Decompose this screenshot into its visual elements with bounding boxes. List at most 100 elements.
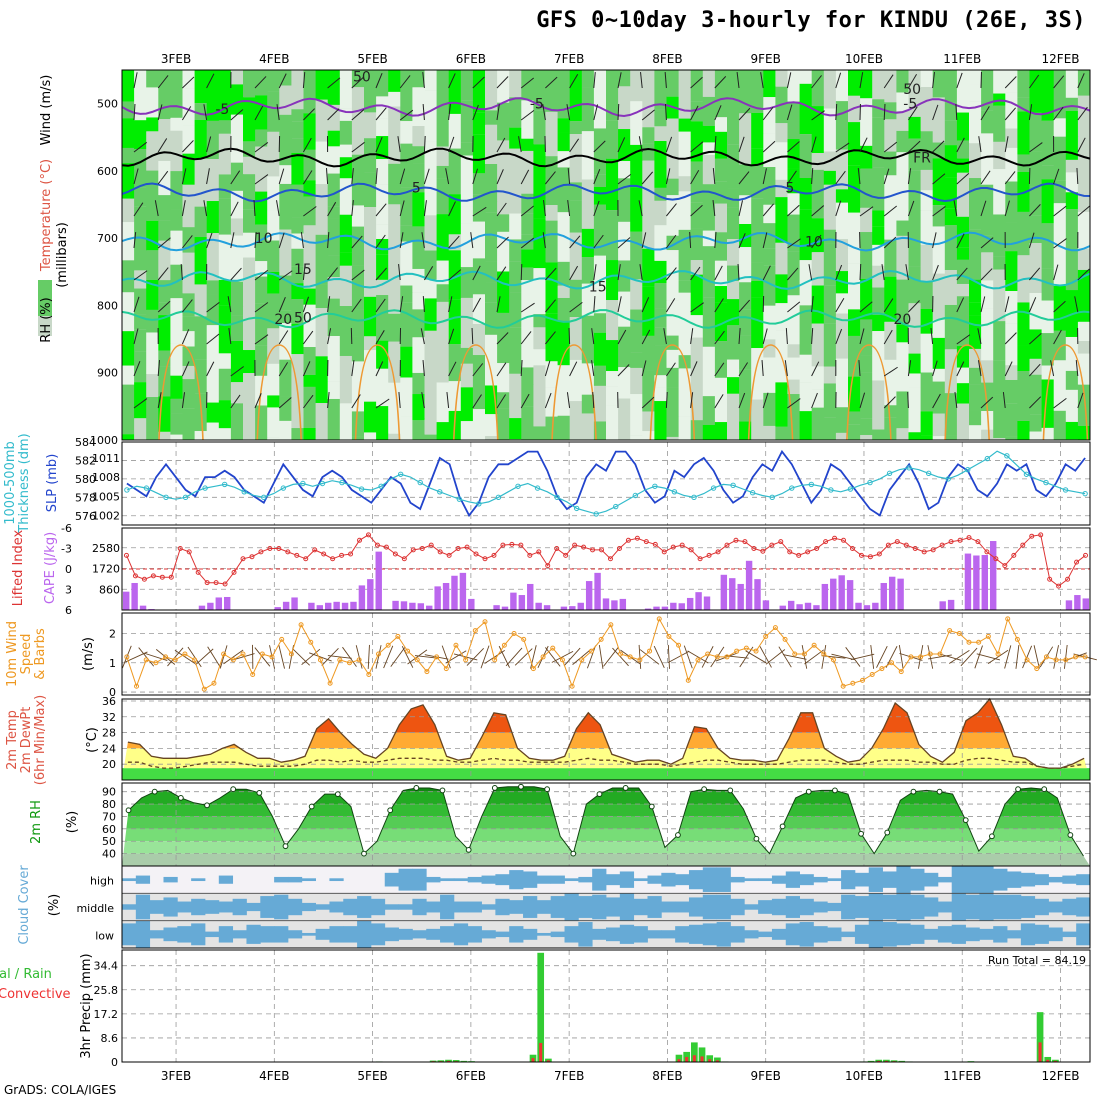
cloud-bar xyxy=(688,897,704,917)
wind-barb xyxy=(883,141,898,153)
rh-cell xyxy=(303,149,317,181)
date-label-bottom: 12FEB xyxy=(1042,1069,1080,1083)
wind-barb xyxy=(1004,107,1016,121)
thickness-tick: 578 xyxy=(75,491,96,504)
wind-barb xyxy=(182,235,193,249)
rh-cell xyxy=(243,373,256,391)
wind-barb xyxy=(738,171,750,185)
cloud-bar xyxy=(329,926,344,943)
rh-cell xyxy=(460,267,474,298)
rh-cell xyxy=(908,303,922,354)
wind10-frame xyxy=(121,612,1091,696)
rh-cell xyxy=(230,315,244,341)
rh-cell xyxy=(303,304,317,348)
cloud-bar xyxy=(536,875,552,884)
wind-barb xyxy=(787,267,799,281)
rh-cell xyxy=(170,398,183,414)
rh-cell xyxy=(243,257,256,307)
wind-barb xyxy=(1028,297,1037,313)
rh-cell xyxy=(315,356,329,404)
rh-cell xyxy=(630,394,643,436)
cape-bar xyxy=(131,582,138,610)
rh-cell xyxy=(618,398,631,430)
rh-cell xyxy=(727,239,740,266)
lifted-point xyxy=(769,542,775,548)
rh-cell xyxy=(969,384,982,411)
rh-cell xyxy=(1077,425,1091,440)
rh-cell xyxy=(1005,147,1018,182)
lifted-point xyxy=(616,546,622,551)
thickness-point xyxy=(261,494,267,501)
wind-barb xyxy=(351,168,354,185)
rh-cell xyxy=(956,383,970,404)
wind-barb xyxy=(181,106,192,121)
wind-barb xyxy=(302,72,306,89)
rh-cell xyxy=(182,197,196,228)
rh-cell xyxy=(714,181,728,204)
wind10-point xyxy=(705,651,711,657)
rh-cell xyxy=(1005,291,1018,324)
rh-cell xyxy=(122,70,135,102)
rh-cell xyxy=(969,315,982,349)
rh-cell xyxy=(981,252,994,281)
rh-cell xyxy=(388,265,401,314)
wind-barb xyxy=(542,104,546,121)
rh-cell xyxy=(884,321,897,360)
cloud-bar xyxy=(384,927,399,942)
rh-cell xyxy=(485,302,498,335)
cape-bar xyxy=(678,603,685,610)
rh-cell xyxy=(896,324,909,343)
rh-cell xyxy=(521,70,534,101)
thickness-point xyxy=(867,479,873,486)
cape-bar xyxy=(426,605,433,610)
rh-cell xyxy=(1005,181,1018,223)
credit-label: GrADS: COLA/IGES xyxy=(4,1083,117,1097)
rh-cell xyxy=(751,262,764,281)
wind-barb xyxy=(496,362,507,377)
contour-label: 15 xyxy=(294,262,312,278)
rh-cell xyxy=(1005,222,1018,252)
rh-cell xyxy=(1029,374,1043,415)
rh-cell xyxy=(243,97,256,142)
rh-cell xyxy=(267,240,280,272)
wind-barb xyxy=(883,298,894,313)
cloud-bar xyxy=(564,878,579,882)
wind10-point xyxy=(317,657,323,663)
rh-cell xyxy=(146,397,159,440)
rh-cell xyxy=(206,402,220,423)
rh-cell xyxy=(835,239,849,272)
lifted-point xyxy=(428,542,434,548)
wind-barb xyxy=(227,296,232,313)
rh-cell xyxy=(327,104,341,131)
wind-barb xyxy=(980,296,986,313)
rh-cell xyxy=(424,418,438,435)
wind-barb xyxy=(157,170,169,185)
wind-barb xyxy=(1074,296,1079,313)
cloud-bar xyxy=(357,896,372,918)
precip-conv-bar xyxy=(708,1059,712,1062)
rh-cell xyxy=(581,394,595,414)
wind-barb xyxy=(303,206,317,217)
wind-barb xyxy=(1053,300,1066,313)
rh-band xyxy=(122,828,1090,842)
rh-cell xyxy=(1005,92,1018,129)
cloud-bar xyxy=(384,904,399,910)
lifted-point xyxy=(939,542,945,548)
cape-bar xyxy=(560,606,568,610)
cloud-bar xyxy=(785,871,800,888)
rh-cell xyxy=(811,169,825,219)
precip-conv-bar xyxy=(1053,1060,1057,1062)
wind-barb xyxy=(520,359,523,377)
wind-barb xyxy=(738,200,744,217)
cloud-bar xyxy=(426,928,441,940)
rh-cell xyxy=(896,391,909,429)
wind10-point xyxy=(424,669,430,675)
wind-barb xyxy=(569,73,579,89)
wind10-point xyxy=(250,672,256,677)
rh-cell xyxy=(376,184,389,225)
rh-cell xyxy=(654,225,667,261)
rh-cell xyxy=(497,214,510,232)
wind-barb xyxy=(811,392,818,409)
rh-cell xyxy=(1017,70,1030,98)
rh-cell xyxy=(557,297,571,321)
